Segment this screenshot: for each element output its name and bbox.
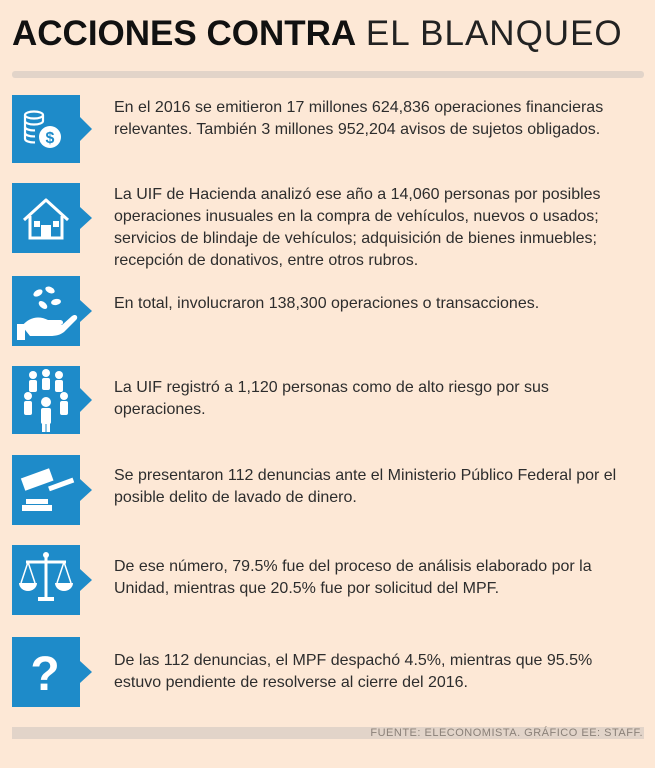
title-light: EL BLANQUEO xyxy=(365,14,623,53)
item-text: La UIF de Hacienda analizó ese año a 14,… xyxy=(114,186,601,269)
source-credit: FUENTE: ELECONOMISTA. GRÁFICO EE: STAFF. xyxy=(370,727,643,739)
page-title: ACCIONES CONTRA EL BLANQUEO xyxy=(12,12,623,56)
svg-text:?: ? xyxy=(30,648,59,701)
bottom-divider xyxy=(12,727,644,739)
svg-text:$: $ xyxy=(46,130,55,147)
item-text: De ese número, 79.5% fue del proceso de … xyxy=(114,558,592,597)
people-icon xyxy=(12,366,108,434)
item-text: La UIF registró a 1,120 personas como de… xyxy=(114,379,549,418)
item-text: Se presentaron 112 denuncias ante el Min… xyxy=(114,467,617,506)
item-text: De las 112 denuncias, el MPF despachó 4.… xyxy=(114,652,593,691)
title-bold: ACCIONES CONTRA xyxy=(12,14,357,53)
coins-dollar-icon: $ xyxy=(12,95,108,163)
item-text: En total, involucraron 138,300 operacion… xyxy=(114,295,540,312)
item-text: En el 2016 se emitieron 17 millones 624,… xyxy=(114,99,604,138)
top-divider xyxy=(12,71,644,78)
hand-coins-icon xyxy=(12,276,108,346)
house-icon xyxy=(12,183,108,253)
gavel-icon xyxy=(12,455,108,525)
question-icon: ? xyxy=(12,637,108,707)
scales-icon xyxy=(12,545,108,615)
